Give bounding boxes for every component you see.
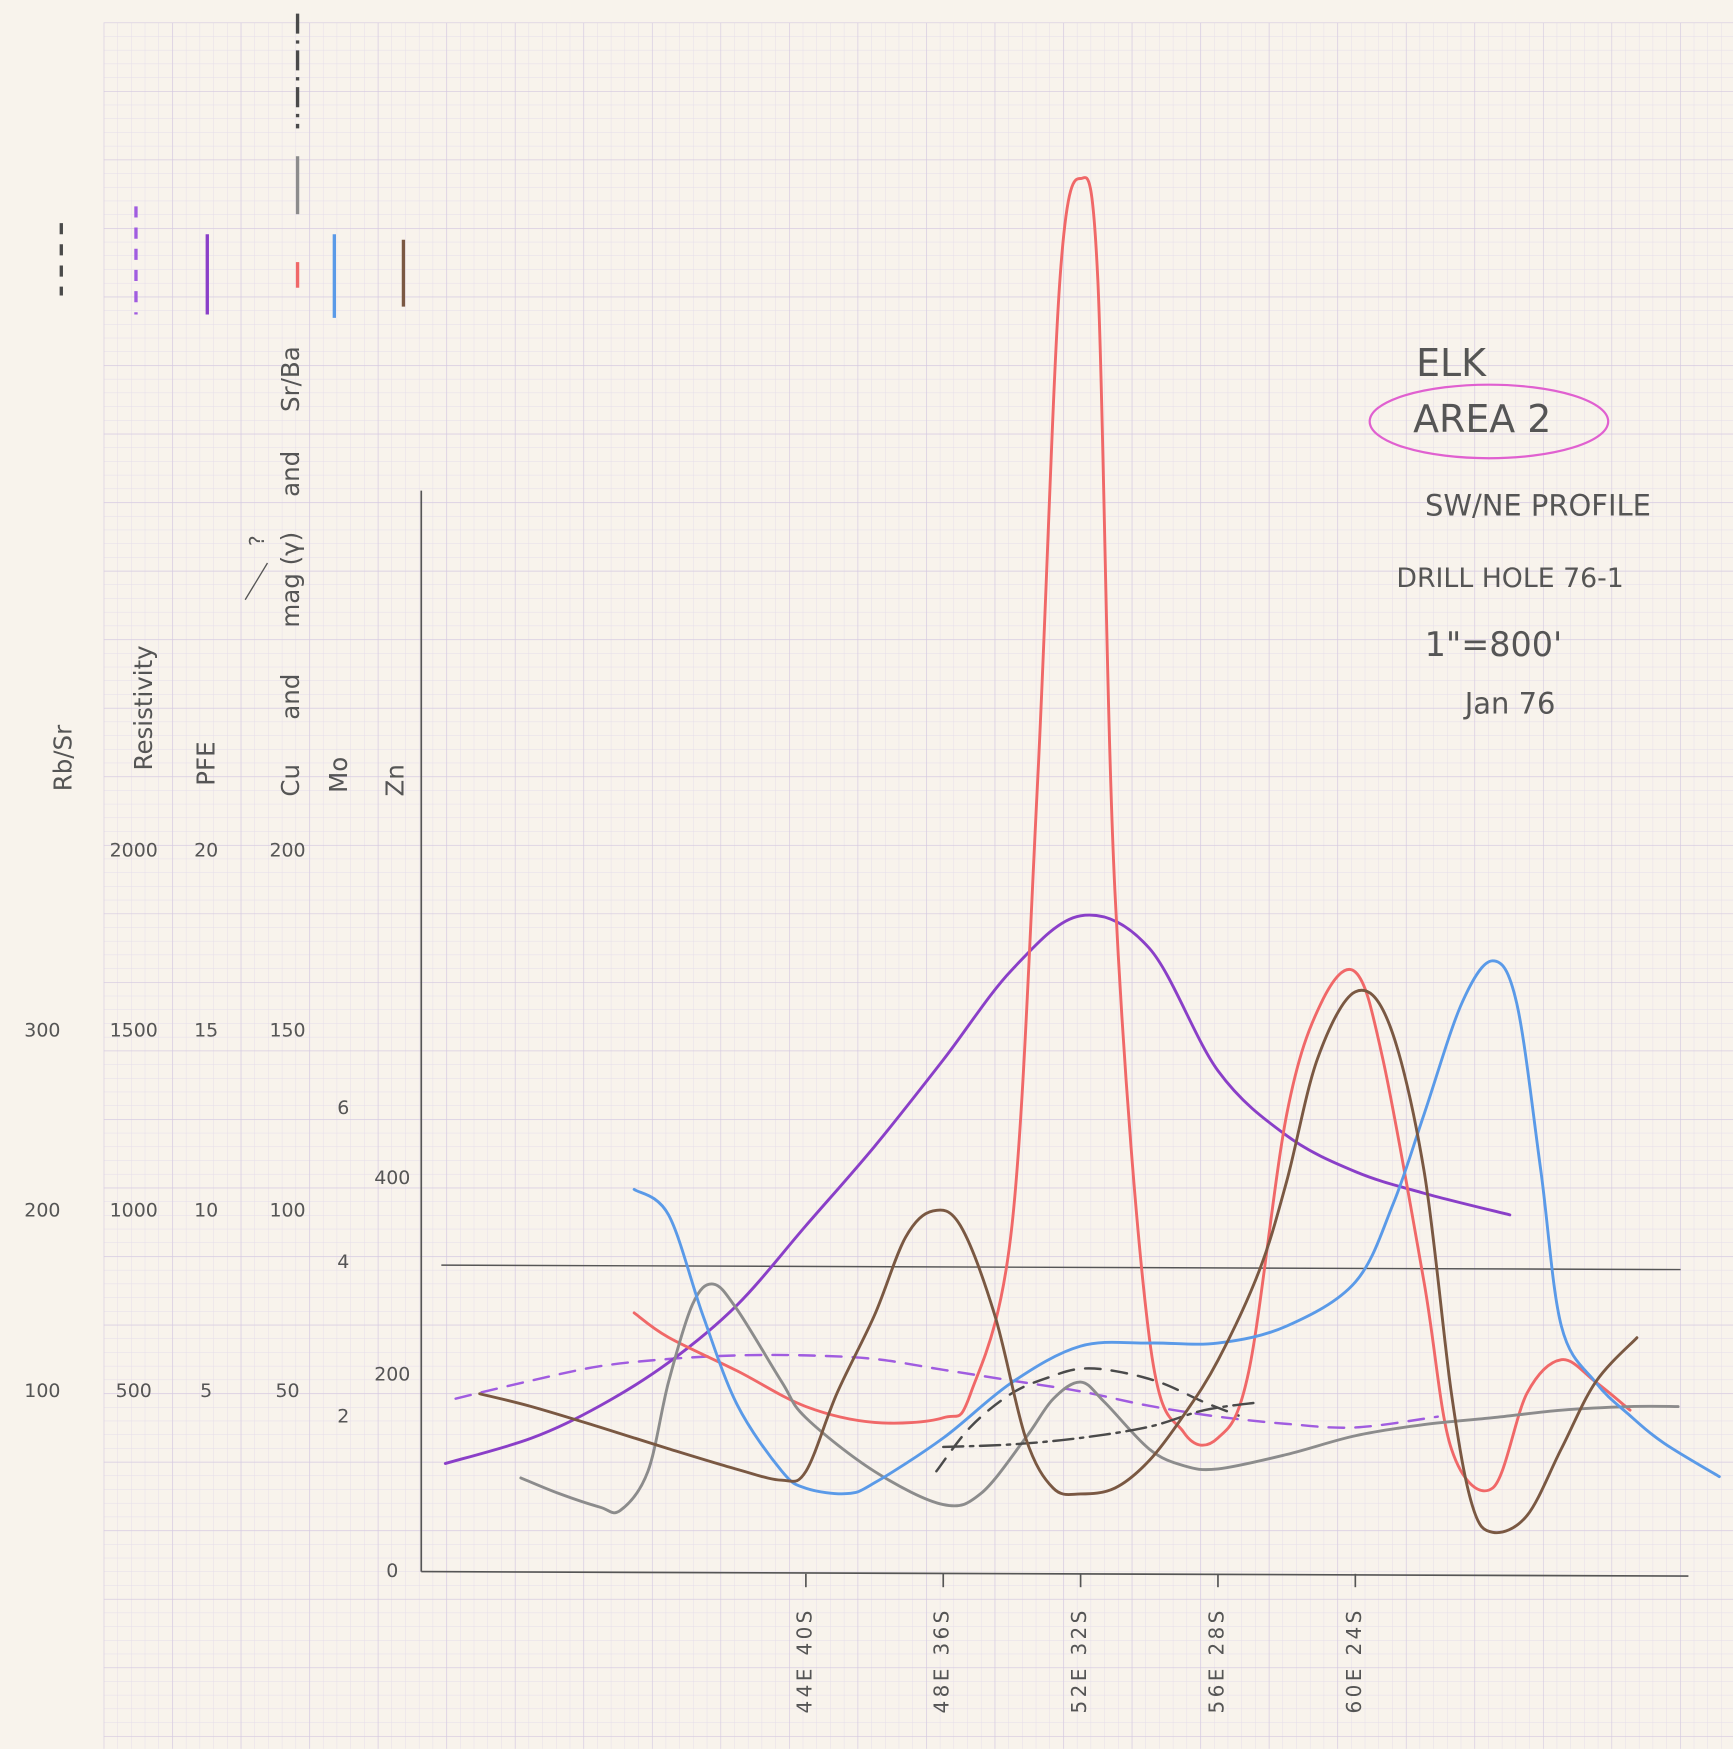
legend-label: PFE bbox=[191, 741, 220, 785]
legend-label: mag (γ) bbox=[276, 532, 305, 628]
y-tick-label: 6 bbox=[337, 1097, 349, 1119]
chart-subtitle: AREA 2 bbox=[1413, 397, 1551, 441]
note: 1"=800' bbox=[1425, 625, 1563, 664]
annotation: ? bbox=[245, 535, 269, 546]
y-tick-label: 100 bbox=[269, 1200, 305, 1222]
y-tick-label: 2 bbox=[337, 1406, 349, 1428]
y-tick-label: 5 bbox=[200, 1380, 212, 1402]
note: SW/NE PROFILE bbox=[1425, 488, 1651, 522]
chart-title: ELK bbox=[1416, 341, 1487, 385]
y-tick-label: 1500 bbox=[110, 1020, 158, 1042]
x-tick-label: 52E 32S bbox=[1067, 1607, 1091, 1713]
y-tick-label: 0 bbox=[386, 1560, 398, 1582]
y-tick-label: 10 bbox=[194, 1200, 218, 1222]
chart: ELK AREA 2 SW/NE PROFILE DRILL HOLE 76-1… bbox=[0, 0, 1733, 1749]
page: ELK AREA 2 SW/NE PROFILE DRILL HOLE 76-1… bbox=[0, 0, 1733, 1749]
x-tick-label: 56E 28S bbox=[1204, 1607, 1228, 1713]
y-tick-label: 500 bbox=[116, 1380, 152, 1402]
legend-label: Zn bbox=[381, 764, 410, 796]
y-tick-label: 100 bbox=[24, 1380, 60, 1402]
x-tick-label: 48E 36S bbox=[930, 1607, 954, 1713]
y-tick-label: 15 bbox=[194, 1020, 218, 1042]
y-tick-label: 400 bbox=[374, 1167, 410, 1189]
y-tick-label: 200 bbox=[24, 1200, 60, 1222]
legend-connector: and bbox=[276, 451, 305, 497]
legend-label: Mo bbox=[324, 757, 353, 793]
y-tick-label: 1000 bbox=[110, 1200, 158, 1222]
note: Jan 76 bbox=[1463, 687, 1556, 721]
y-tick-label: 200 bbox=[374, 1364, 410, 1386]
legend-label: Rb/Sr bbox=[49, 724, 78, 791]
y-tick-label: 20 bbox=[194, 839, 218, 861]
legend-label: Sr/Ba bbox=[276, 346, 305, 412]
x-tick-label: 44E 40S bbox=[792, 1607, 816, 1713]
y-tick-label: 50 bbox=[275, 1380, 299, 1402]
y-tick-label: 200 bbox=[269, 839, 305, 861]
y-tick-label: 2000 bbox=[110, 839, 158, 861]
legend-connector: and bbox=[276, 674, 305, 720]
legend-label: Cu bbox=[276, 764, 305, 797]
note: DRILL HOLE 76-1 bbox=[1396, 563, 1623, 594]
x-tick-label: 60E 24S bbox=[1342, 1607, 1366, 1713]
y-tick-label: 150 bbox=[269, 1020, 305, 1042]
legend-label: Resistivity bbox=[129, 645, 158, 770]
y-tick-label: 300 bbox=[24, 1020, 60, 1042]
y-tick-label: 4 bbox=[337, 1251, 349, 1273]
